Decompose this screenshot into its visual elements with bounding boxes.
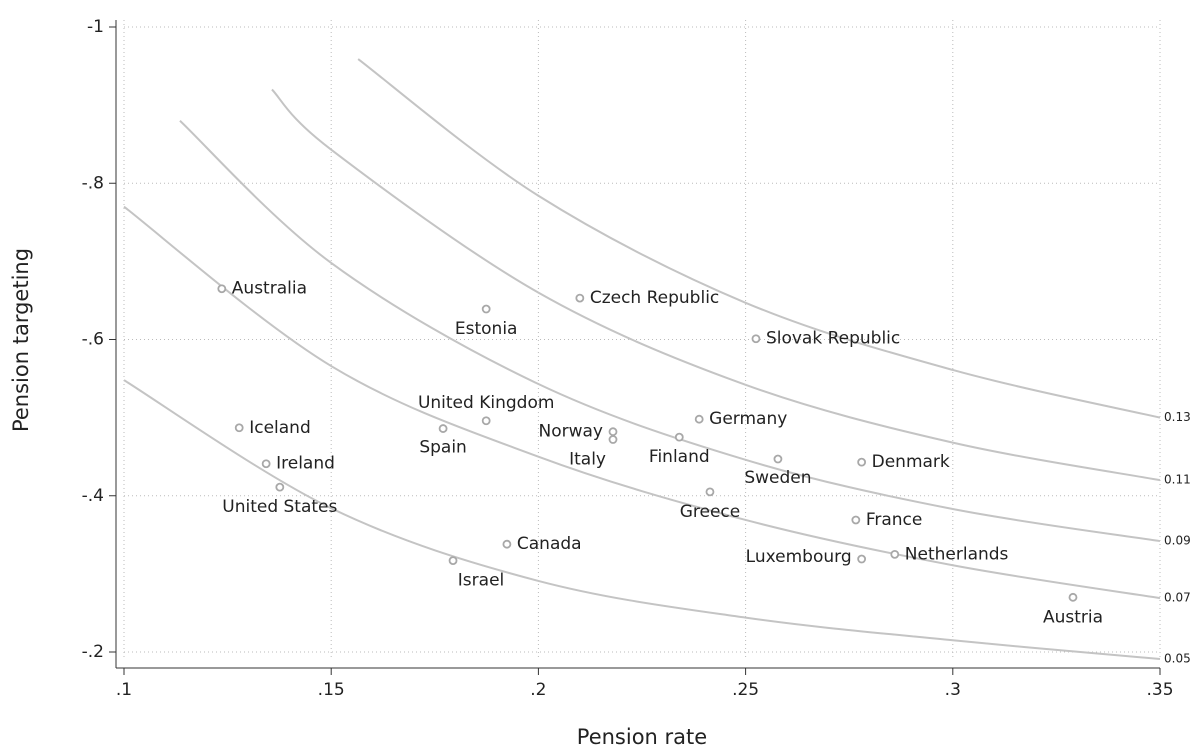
y-tick-label: -.8 xyxy=(82,173,104,193)
point-label: France xyxy=(866,510,923,530)
data-point xyxy=(481,304,491,314)
data-point xyxy=(608,435,618,444)
data-point xyxy=(261,459,271,469)
x-tick-label: .1 xyxy=(116,680,132,700)
y-tick-label: -1 xyxy=(87,17,104,37)
data-point xyxy=(481,416,491,426)
data-point xyxy=(773,454,783,464)
data-point xyxy=(608,427,618,437)
point-label: Greece xyxy=(680,502,741,522)
iso-curve xyxy=(357,58,1161,419)
iso-curve xyxy=(179,120,1161,543)
data-point xyxy=(857,554,867,564)
point-label: Luxembourg xyxy=(746,547,852,567)
point-label: Canada xyxy=(517,534,582,554)
point-label: Estonia xyxy=(455,319,518,339)
y-tick-label: -.2 xyxy=(82,642,104,662)
x-tick-label: .15 xyxy=(318,680,345,700)
point-label: Denmark xyxy=(872,452,950,472)
point-label: Sweden xyxy=(744,468,811,488)
data-point xyxy=(851,515,861,525)
point-label: Spain xyxy=(419,438,467,458)
point-label: Finland xyxy=(649,447,710,467)
data-point xyxy=(890,549,900,559)
data-point xyxy=(674,432,684,442)
y-tick-label: -.4 xyxy=(82,486,104,506)
data-point xyxy=(857,457,867,467)
data-point xyxy=(448,556,458,565)
x-tick-label: .35 xyxy=(1146,680,1173,700)
x-tick-label: .2 xyxy=(530,680,546,700)
data-point xyxy=(1068,592,1078,602)
iso-curve xyxy=(123,379,1161,661)
point-label: Germany xyxy=(709,409,787,429)
data-point xyxy=(502,539,512,549)
point-label: Netherlands xyxy=(905,544,1009,564)
point-label: Ireland xyxy=(276,454,335,474)
point-label: Czech Republic xyxy=(590,288,719,308)
data-point xyxy=(438,424,448,433)
x-axis-title: Pension rate xyxy=(577,725,707,749)
data-point xyxy=(275,482,285,492)
curve-label: 0.07 xyxy=(1164,591,1191,605)
point-label: Iceland xyxy=(249,418,311,438)
point-label: Slovak Republic xyxy=(766,329,900,349)
data-point xyxy=(751,334,761,344)
point-label: United Kingdom xyxy=(418,393,554,413)
iso-curve xyxy=(271,88,1161,482)
x-tick-label: .25 xyxy=(732,680,759,700)
curve-label: 0.13 xyxy=(1164,410,1191,424)
point-label: Israel xyxy=(458,571,504,591)
point-label: Austria xyxy=(1043,607,1103,627)
data-point xyxy=(694,414,704,424)
curve-label: 0.09 xyxy=(1164,534,1191,548)
data-point xyxy=(705,487,715,497)
point-label: United States xyxy=(222,497,337,517)
y-tick-label: -.6 xyxy=(82,330,104,350)
data-point xyxy=(234,423,244,433)
data-point xyxy=(575,293,585,303)
iso-curve xyxy=(123,205,1161,600)
point-label: Italy xyxy=(569,450,606,470)
y-axis-title: Pension targeting xyxy=(9,248,33,432)
curve-label: 0.11 xyxy=(1164,473,1191,487)
x-tick-label: .3 xyxy=(945,680,961,700)
curve-label: 0.05 xyxy=(1164,652,1191,666)
data-point xyxy=(217,284,227,294)
point-label: Norway xyxy=(538,422,603,442)
point-label: Australia xyxy=(232,279,307,299)
